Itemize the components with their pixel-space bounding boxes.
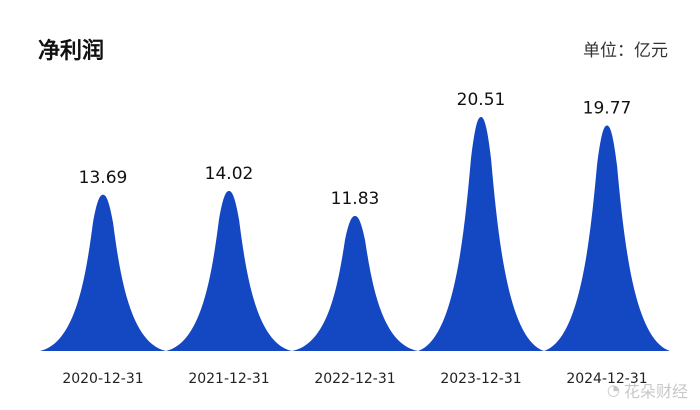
chart-title: 净利润 [38, 39, 105, 64]
x-tick-label: 2024-12-31 [566, 371, 647, 387]
peak-2024-12-31 [544, 125, 670, 351]
weibo-icon: ◔ [606, 381, 620, 399]
watermark: ◔ 花朵财经 [607, 378, 688, 402]
x-tick-label: 2023-12-31 [440, 371, 521, 387]
data-label: 11.83 [331, 189, 380, 209]
watermark-text: 花朵财经 [623, 382, 688, 401]
data-label: 13.69 [79, 168, 128, 188]
unit-label: 单位：亿元 [583, 41, 668, 61]
peak-2022-12-31 [292, 216, 418, 351]
peak-2023-12-31 [418, 116, 544, 351]
x-tick-label: 2020-12-31 [62, 371, 143, 387]
x-tick-label: 2022-12-31 [314, 371, 395, 387]
data-label: 19.77 [583, 98, 632, 118]
data-label: 20.51 [457, 90, 506, 110]
data-label: 14.02 [205, 164, 254, 184]
peak-2020-12-31 [40, 194, 166, 351]
x-tick-label: 2021-12-31 [188, 371, 269, 387]
peak-2021-12-31 [166, 191, 292, 351]
